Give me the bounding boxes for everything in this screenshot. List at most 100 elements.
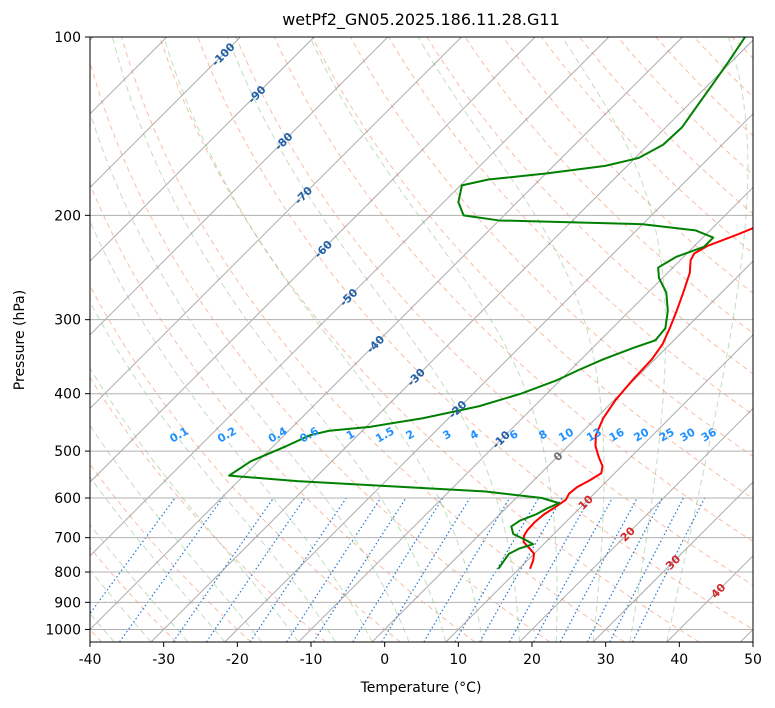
isotherm xyxy=(90,37,315,262)
moist-adiabat xyxy=(309,37,558,642)
dry-adiabat xyxy=(235,37,753,586)
x-tick-label: -20 xyxy=(226,652,249,668)
mixing-ratio-line xyxy=(205,497,306,642)
isotherm xyxy=(90,37,536,483)
x-tick-label: -10 xyxy=(300,652,323,668)
mixing-ratio-line xyxy=(559,497,638,642)
moist-adiabat xyxy=(90,301,336,642)
mixing-ratio-label: 8 xyxy=(536,427,549,442)
moist-adiabat xyxy=(90,424,263,642)
y-tick-label: 500 xyxy=(54,444,81,460)
mixing-ratio-label: 0.6 xyxy=(297,424,321,445)
mixing-ratio-line xyxy=(352,497,444,642)
dry-adiabat xyxy=(464,37,753,334)
dry-adiabat xyxy=(90,376,326,642)
x-axis-label: Temperature (°C) xyxy=(360,680,482,696)
temperature-line xyxy=(522,227,753,570)
moist-adiabat xyxy=(561,37,667,642)
isotherm xyxy=(90,37,241,189)
dry-adiabat xyxy=(350,37,753,457)
isotherm xyxy=(90,37,610,557)
isotherm-label: -60 xyxy=(312,238,335,261)
y-tick-label: 900 xyxy=(54,595,81,611)
dry-adiabat xyxy=(90,60,551,642)
isotherm-label: 10 xyxy=(576,492,596,512)
mixing-ratio-line xyxy=(586,497,664,642)
isotherm-label: -70 xyxy=(292,184,315,207)
y-tick-label: 400 xyxy=(54,387,81,403)
mixing-ratio-line xyxy=(423,497,511,642)
y-axis-label: Pressure (hPa) xyxy=(12,290,28,390)
mixing-ratio-label: 1 xyxy=(344,427,357,442)
dry-adiabat xyxy=(540,37,753,254)
sounding-profiles xyxy=(228,37,753,570)
dry-adiabat xyxy=(197,37,753,631)
moist-adiabat xyxy=(227,37,520,642)
moist-adiabat xyxy=(90,111,410,642)
mixing-ratio-line xyxy=(249,497,347,642)
x-tick-label: -30 xyxy=(152,652,175,668)
isotherm-label: -80 xyxy=(272,130,295,153)
axes: -40 -30 -20 -10 0 10 20 30 40 50 100 200 300 400 500 60… xyxy=(45,30,762,668)
mixing-ratio-label: 13 xyxy=(584,426,604,445)
mixing-ratio-line xyxy=(90,497,176,615)
isotherm xyxy=(666,555,753,642)
mixing-ratio-line xyxy=(313,497,407,642)
dry-adiabat xyxy=(159,37,700,642)
dry-adiabat xyxy=(90,546,177,642)
mixing-ratio-line xyxy=(286,497,382,642)
isotherm xyxy=(90,37,683,631)
x-tick-label: 40 xyxy=(670,652,688,668)
x-tick-label: 0 xyxy=(380,652,389,668)
y-tick-label: 600 xyxy=(54,491,81,507)
isotherms-and-isobars xyxy=(90,37,753,642)
moist-adiabat xyxy=(90,220,373,642)
moist-adiabat xyxy=(163,37,484,642)
isotherm-label: 20 xyxy=(618,524,638,544)
dry-adiabat xyxy=(388,37,753,416)
mixing-ratio-label: 36 xyxy=(699,425,719,444)
mixing-ratio-label: 30 xyxy=(678,425,698,444)
dry-adiabat xyxy=(770,37,775,642)
dry-adiabat xyxy=(655,37,753,137)
mixing-ratio-label: 20 xyxy=(632,425,652,444)
mixing-ratio-line xyxy=(632,497,706,642)
isotherm xyxy=(445,334,753,642)
moist-adiabat xyxy=(111,37,447,642)
x-tick-label: 30 xyxy=(597,652,615,668)
moist-adiabat xyxy=(90,523,189,642)
y-tick-label: 700 xyxy=(54,531,81,547)
moist-adiabat xyxy=(90,476,226,642)
isotherm xyxy=(298,186,753,642)
isotherm xyxy=(740,628,753,642)
isotherm xyxy=(90,37,462,410)
mixing-ratio-line xyxy=(119,497,224,642)
dry-adiabat xyxy=(90,284,401,642)
moist-adiabat xyxy=(417,37,605,642)
isotherm xyxy=(519,407,753,642)
plot-frame xyxy=(89,36,754,643)
y-tick-label: 1000 xyxy=(45,622,81,638)
mixing-ratio-label: 2 xyxy=(404,427,417,442)
isotherm xyxy=(592,481,753,642)
y-tick-label: 200 xyxy=(54,208,81,224)
dewpoint-line xyxy=(228,37,746,570)
dry-adiabat xyxy=(502,37,753,294)
moist-adiabat xyxy=(666,37,749,642)
y-tick-label: 100 xyxy=(54,30,81,46)
mixing-ratio-line xyxy=(533,497,613,642)
mixing-ratio-label: 0.1 xyxy=(168,424,191,445)
x-tick-label: 10 xyxy=(449,652,467,668)
dry-adiabat xyxy=(90,463,252,642)
mixing-ratio-label: 0.4 xyxy=(266,424,290,445)
isotherm xyxy=(90,37,389,336)
dry-adiabat xyxy=(693,37,753,98)
isotherm xyxy=(224,113,753,642)
dry-adiabat xyxy=(90,182,476,642)
isotherm xyxy=(371,260,753,642)
x-tick-label: -40 xyxy=(79,652,102,668)
x-tick-label: 20 xyxy=(523,652,541,668)
mixing-ratio-label: 3 xyxy=(440,427,453,442)
dry-adiabat xyxy=(426,37,753,375)
